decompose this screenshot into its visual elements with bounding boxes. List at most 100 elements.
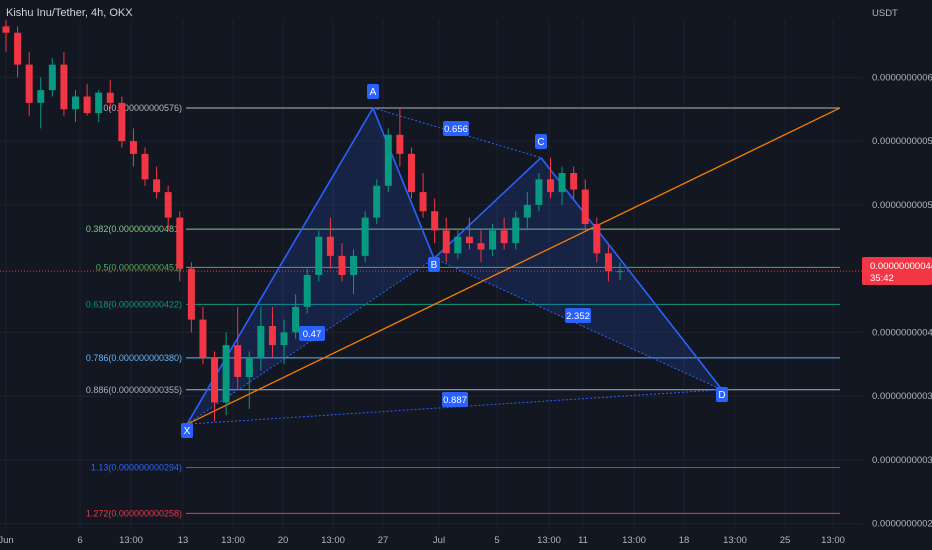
time-tick-label: 13:00 <box>622 535 646 546</box>
point-label-bg <box>535 134 547 149</box>
candle <box>48 58 56 97</box>
candle <box>546 157 554 199</box>
candle <box>419 173 427 218</box>
candle <box>106 79 114 110</box>
candle-body <box>292 306 300 333</box>
fib-level-label: 1.272(0.000000000258) <box>86 508 182 518</box>
ratio-badge-text: 0.47 <box>303 329 322 340</box>
xabcd-pattern[interactable] <box>186 107 723 425</box>
candle-body <box>245 357 253 377</box>
candle-body <box>512 217 520 244</box>
candle-body <box>106 92 114 103</box>
candle <box>257 306 265 371</box>
candle-body <box>535 179 543 205</box>
candle <box>384 128 392 193</box>
candle <box>558 166 566 205</box>
candle-body <box>523 204 531 218</box>
candle-body <box>489 230 497 250</box>
price-tick-label: 0.000000000550 <box>872 136 932 147</box>
candle <box>129 128 137 167</box>
candle <box>303 268 311 314</box>
candle-body <box>14 32 22 65</box>
candle-body <box>570 173 578 190</box>
pattern-leg <box>540 157 723 391</box>
price-tick-label: 0.000000000500 <box>872 200 932 211</box>
candle <box>187 262 195 333</box>
candle-body <box>407 153 415 193</box>
ratio-badge-text: 2.352 <box>566 311 590 322</box>
candle <box>211 351 219 422</box>
price-tick-label: 0.000000000250 <box>872 519 932 530</box>
candle <box>280 319 288 365</box>
candle-body <box>442 230 450 254</box>
candle-body <box>454 236 462 254</box>
candle-body <box>338 255 346 275</box>
candle-body <box>268 326 276 346</box>
point-label-bg <box>181 423 193 438</box>
time-axis[interactable]: Jun 6 13:00 13 13:00 20 13:00 27 Jul 5 13:00 11 13:0… <box>0 535 845 546</box>
price-axis[interactable]: 0.000000000600 0.000000000550 0.0000000005… <box>872 72 932 529</box>
candle <box>37 77 45 129</box>
ratio-badge: 0.887 <box>442 392 468 407</box>
candle <box>431 198 439 244</box>
fibonacci-levels: 0(0.000000000576) 0.382(0.000000000481) 0.… <box>86 103 840 518</box>
candle-body <box>477 243 485 250</box>
candle-body <box>164 192 172 218</box>
candle-body <box>2 26 10 33</box>
point-label-bg <box>716 387 728 402</box>
ratio-badge-bg <box>565 308 591 323</box>
candle-body <box>431 211 439 231</box>
fib-level-label: 0.886(0.000000000355) <box>86 385 182 395</box>
point-label-text: D <box>718 390 725 401</box>
candle-body <box>350 255 358 275</box>
point-label-bg <box>367 84 379 99</box>
candle-body <box>199 319 207 358</box>
candle-body <box>141 153 149 180</box>
time-tick-label: 13:00 <box>321 535 345 546</box>
candle <box>25 51 33 116</box>
candle <box>60 51 68 116</box>
candle-body <box>500 230 508 244</box>
candle <box>141 147 149 186</box>
candle <box>512 211 520 250</box>
candle <box>176 211 184 282</box>
price-tick-label: 0.000000000600 <box>872 72 932 83</box>
candle <box>199 306 207 365</box>
time-tick-label: 11 <box>578 535 588 546</box>
candle <box>361 211 369 263</box>
candle-body <box>118 102 126 142</box>
candle-body <box>234 345 242 377</box>
fib-level-label: 0(0.000000000576) <box>103 103 182 113</box>
pattern-point-x: X <box>181 423 193 438</box>
ratio-badge-bg <box>299 326 325 341</box>
current-price-bg <box>862 257 932 285</box>
candle <box>350 249 358 295</box>
time-tick-label: 13:00 <box>723 535 747 546</box>
candle <box>72 90 80 122</box>
time-tick-label: 5 <box>494 535 499 546</box>
pattern-point-a: A <box>367 84 379 99</box>
trendline[interactable] <box>186 107 841 425</box>
candle <box>118 96 126 148</box>
candle <box>315 230 323 282</box>
candle <box>396 107 404 167</box>
candle <box>95 90 103 122</box>
pattern-ratio-line <box>372 107 542 159</box>
ratio-badge: 2.352 <box>565 308 591 323</box>
current-price-value: 0.000000000448 <box>870 261 932 272</box>
time-tick-label: 25 <box>780 535 791 546</box>
candle <box>373 179 381 224</box>
countdown-timer: 35:42 <box>870 273 894 284</box>
candle <box>523 192 531 231</box>
pattern-point-b: B <box>428 257 440 272</box>
candle-body <box>303 275 311 307</box>
candle-body <box>48 64 56 91</box>
symbol-title: Kishu Inu/Tether, 4h, OKX <box>6 7 133 19</box>
candle <box>477 230 485 263</box>
candle-body <box>37 90 45 103</box>
candle-body <box>83 96 91 114</box>
time-tick-label: 13:00 <box>119 535 143 546</box>
time-tick-label: 20 <box>278 535 289 546</box>
point-label-text: X <box>184 426 191 437</box>
